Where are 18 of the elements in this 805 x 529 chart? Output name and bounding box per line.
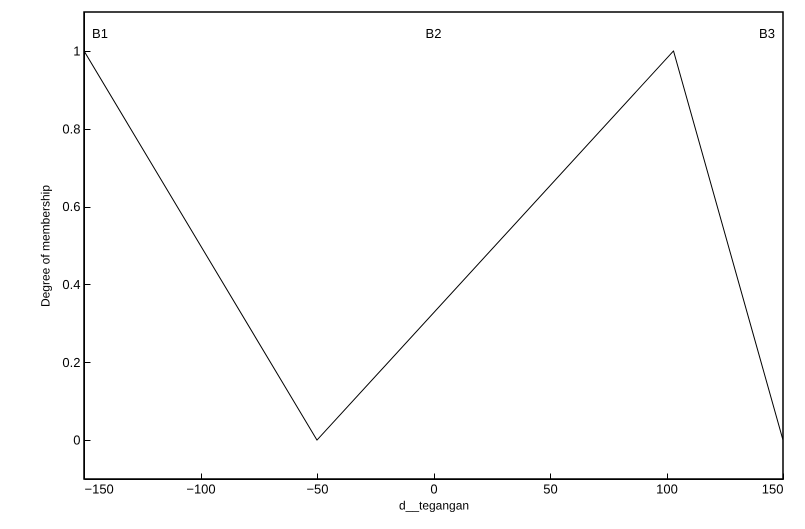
x-axis-title: d__tegangan — [398, 498, 470, 512]
x-tick-label: 150 — [762, 482, 784, 496]
x-tick-label: 100 — [656, 482, 678, 496]
x-tick-label: −50 — [306, 482, 329, 496]
annotation: B1 — [92, 26, 108, 41]
x-tick-label: 0 — [430, 482, 438, 496]
y-tick-label: 1 — [73, 43, 80, 58]
x-tick-label: −100 — [186, 482, 216, 496]
y-tick-label: 0.6 — [62, 199, 80, 214]
annotation: B2 — [426, 26, 442, 41]
y-tick-label: 0.8 — [62, 121, 80, 136]
x-tick-label: 50 — [543, 482, 558, 496]
annotation: B3 — [759, 26, 775, 41]
y-axis-title: Degree of membership — [38, 184, 52, 308]
y-tick-label: 0 — [73, 432, 80, 448]
y-tick-label: 0.4 — [62, 276, 80, 292]
x-tick-label: −150 — [84, 482, 114, 496]
y-tick-label: 0.2 — [62, 354, 80, 370]
